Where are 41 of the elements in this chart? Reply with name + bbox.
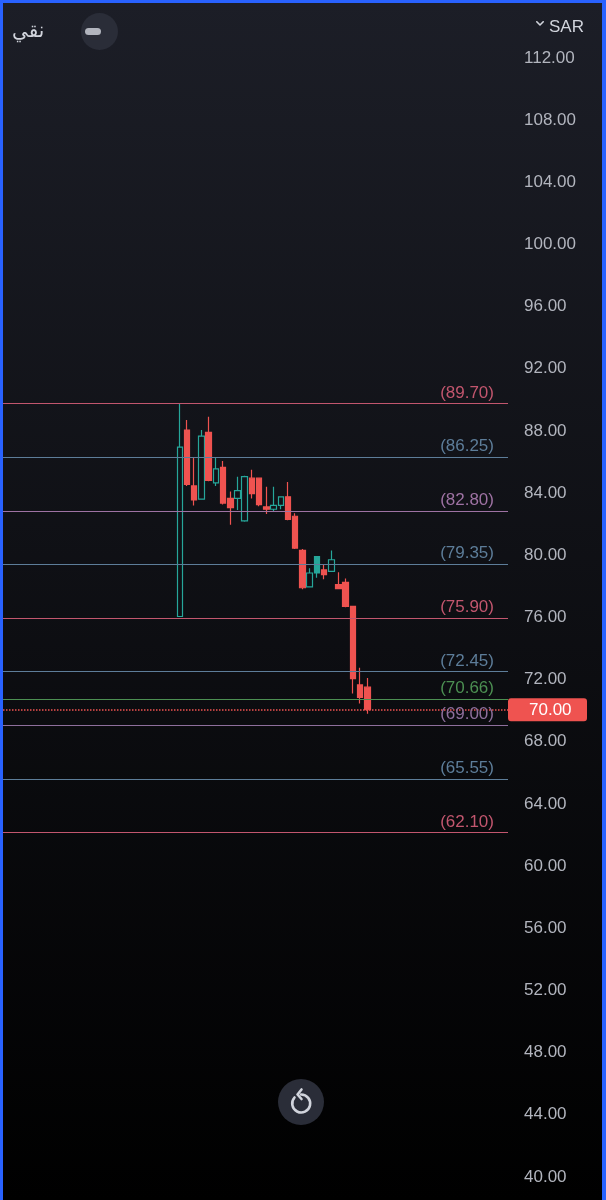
- ref-line-label: (70.66): [440, 678, 494, 698]
- y-tick-label: 56.00: [524, 917, 567, 937]
- candlestick: [204, 416, 213, 482]
- y-tick-label: 80.00: [524, 544, 567, 564]
- ref-line-label: (72.45): [440, 650, 494, 670]
- y-tick-label: 100.00: [524, 234, 576, 253]
- candlestick: [183, 419, 191, 487]
- y-tick-label: 48.00: [524, 1042, 567, 1062]
- ref-line-label: (62.10): [440, 811, 494, 831]
- candlestick: [212, 457, 220, 487]
- y-tick-label: 108.00: [524, 109, 576, 129]
- ref-line-label: (79.35): [440, 543, 494, 563]
- ref-line-label: (86.25): [440, 436, 494, 456]
- y-tick-label: 84.00: [524, 482, 567, 502]
- y-tick-label: 60.00: [524, 855, 567, 875]
- ref-line-label: (89.70): [440, 382, 494, 402]
- ref-line-label: (75.90): [440, 597, 494, 617]
- candlestick: [176, 402, 184, 618]
- y-axis-title: SAR: [549, 16, 584, 36]
- y-tick-label: 44.00: [524, 1104, 567, 1124]
- candlestick: [320, 563, 328, 580]
- y-tick-label: 52.00: [524, 980, 567, 999]
- ref-line-label: (65.55): [440, 757, 494, 777]
- y-tick-label: 92.00: [524, 358, 567, 378]
- candlestick: [327, 549, 336, 573]
- y-tick-label: 72.00: [524, 669, 567, 689]
- candlestick: [262, 486, 271, 515]
- ref-line-label: 70.00: [529, 700, 572, 720]
- y-tick-label: 112.00: [524, 47, 575, 67]
- y-tick-label: 76.00: [524, 607, 567, 626]
- ref-line-label: (82.80): [440, 489, 494, 509]
- candlestick: [298, 548, 307, 590]
- y-tick-label: 64.00: [524, 793, 567, 813]
- candlestick: [197, 429, 206, 500]
- y-tick-label: 88.00: [524, 420, 567, 440]
- y-tick-label: 40.00: [524, 1166, 567, 1186]
- y-tick-label: 104.00: [524, 171, 576, 191]
- y-tick-label: 68.00: [524, 731, 567, 751]
- candlestick: [190, 457, 198, 506]
- y-tick-label: 96.00: [524, 296, 567, 316]
- text: نقي: [12, 18, 45, 42]
